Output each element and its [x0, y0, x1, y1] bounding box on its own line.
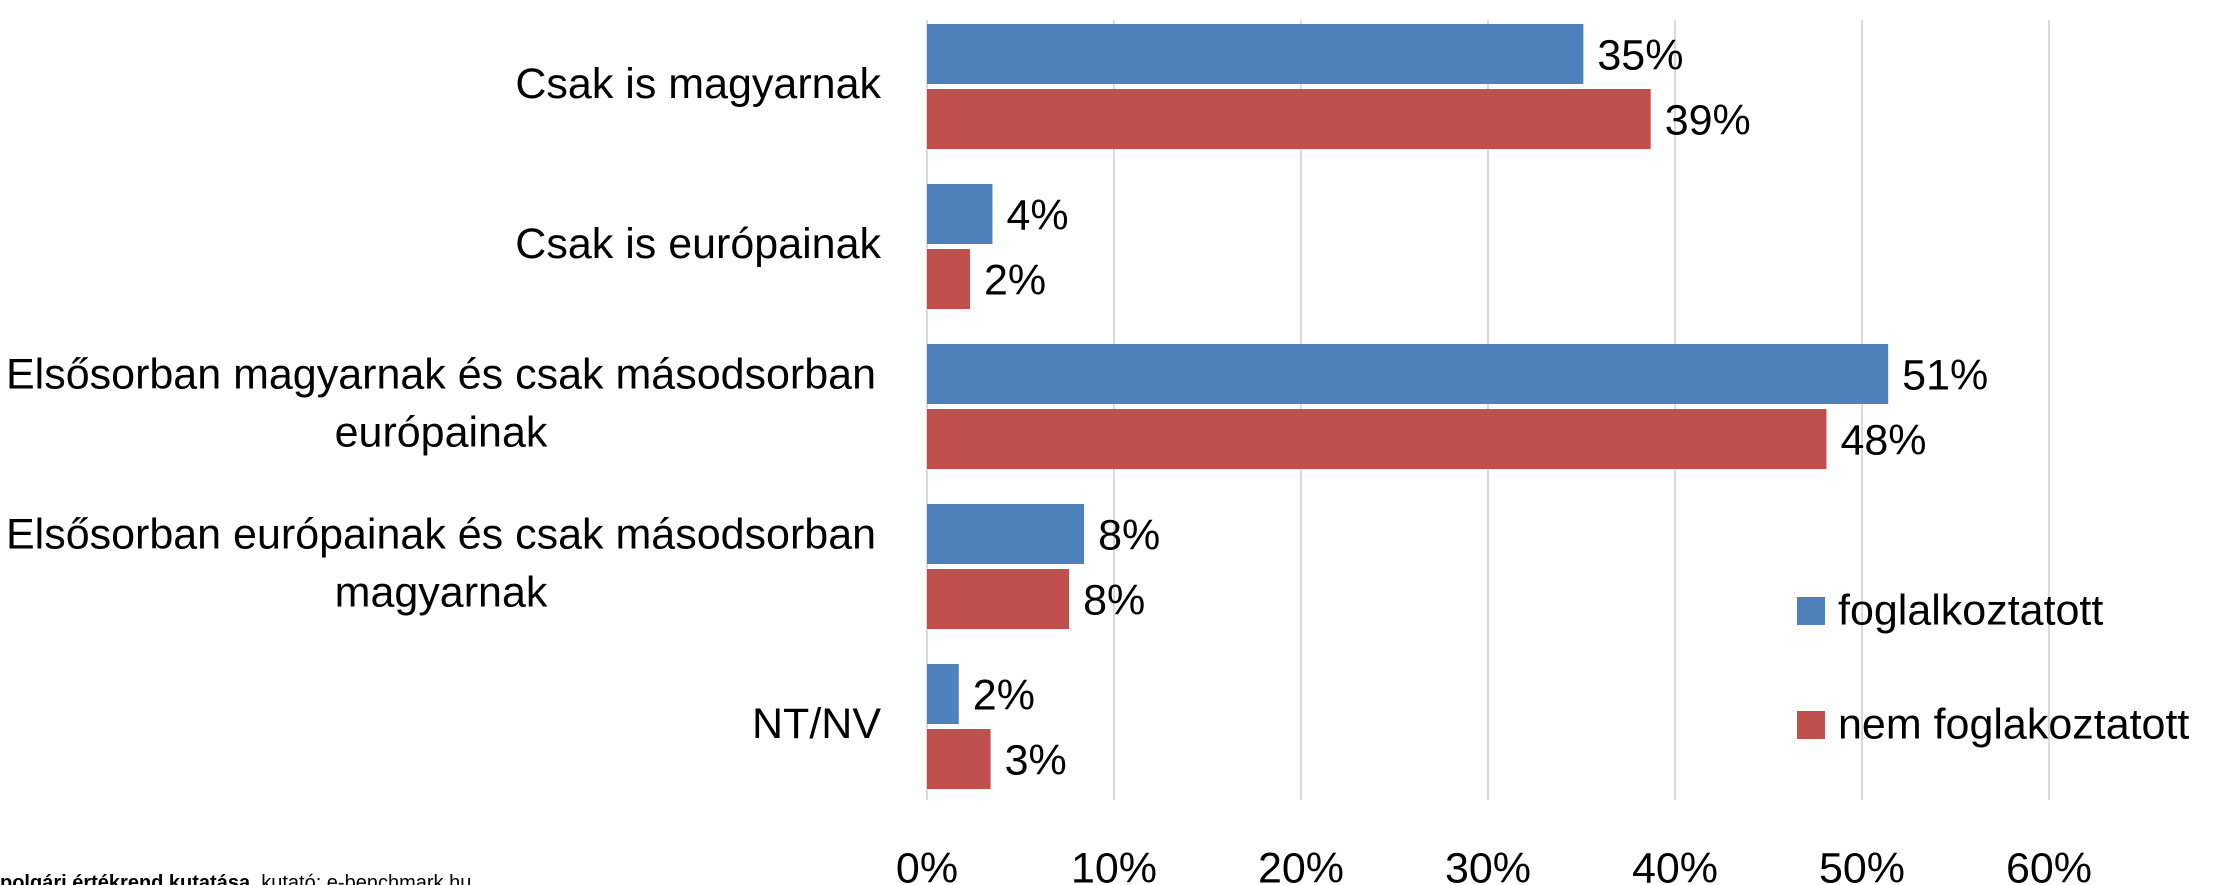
x-tick-label: 40% — [1632, 844, 1718, 885]
legend-label: nem foglakoztatott — [1838, 700, 2189, 748]
legend-swatch — [1797, 597, 1825, 625]
data-label: 39% — [1665, 96, 1751, 144]
bar — [927, 344, 1889, 404]
bar — [927, 409, 1827, 469]
x-tick-label: 10% — [1071, 844, 1157, 885]
x-tick-label: 50% — [1819, 844, 1905, 885]
bar — [927, 569, 1070, 629]
source: polgári értékrend kutatása, kutató: e-be… — [0, 872, 471, 885]
category-line: magyarnak — [335, 569, 548, 617]
data-label: 51% — [1902, 351, 1988, 399]
category-label: NT/NV — [752, 700, 881, 748]
x-tick-label: 20% — [1258, 844, 1344, 885]
legend-label: foglalkoztatott — [1838, 586, 2103, 634]
data-label: 3% — [1005, 736, 1067, 784]
bar — [927, 504, 1085, 564]
data-label: 35% — [1597, 31, 1683, 79]
bar — [927, 249, 971, 309]
x-tick-label: 0% — [896, 844, 958, 885]
data-label: 8% — [1098, 511, 1160, 559]
category-line: európainak — [335, 409, 548, 457]
x-tick-label: 60% — [2006, 844, 2092, 885]
x-tick-label: 30% — [1445, 844, 1531, 885]
category-label: Csak is magyarnak — [515, 60, 881, 108]
category-line: Elsősorban európainak és csak másodsorba… — [6, 511, 876, 559]
source-bold: polgári értékrend kutatása — [0, 872, 251, 885]
source-text: , kutató: e-benchmark.hu — [250, 872, 471, 885]
bar — [927, 24, 1584, 84]
category-label: Elsősorban magyarnak és csak másodsorban… — [6, 351, 876, 457]
data-label: 2% — [984, 256, 1046, 304]
data-label: 8% — [1083, 576, 1145, 624]
legend-swatch — [1797, 711, 1825, 739]
category-label: Elsősorban európainak és csak másodsorba… — [6, 511, 876, 617]
bar — [927, 89, 1651, 149]
data-label: 48% — [1840, 416, 1926, 464]
bar — [927, 664, 959, 724]
data-label: 2% — [973, 671, 1035, 719]
data-label: 4% — [1006, 191, 1068, 239]
category-line: Elsősorban magyarnak és csak másodsorban — [6, 351, 876, 399]
bar — [927, 729, 991, 789]
category-label: Csak is európainak — [515, 220, 881, 268]
bar — [927, 184, 993, 244]
